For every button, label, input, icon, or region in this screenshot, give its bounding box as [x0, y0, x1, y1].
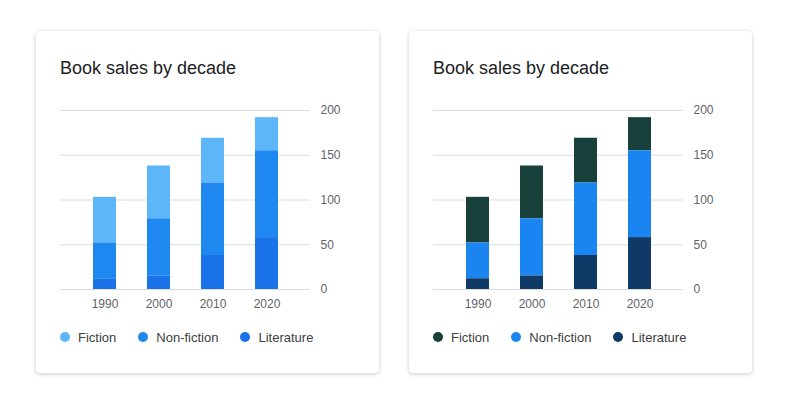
- svg-text:150: 150: [321, 148, 341, 162]
- html-text:Literature: Literature: [258, 329, 314, 345]
- html-text:Literature: Literature: [631, 329, 687, 345]
- svg-text:150: 150: [694, 148, 714, 162]
- svg-text:2010: 2010: [200, 297, 227, 311]
- svg-text:50: 50: [321, 238, 335, 252]
- html-text:Non-fiction: Non-fiction: [529, 329, 592, 345]
- html-text:Fiction: Fiction: [451, 329, 490, 345]
- svg-text:50: 50: [694, 238, 708, 252]
- svg-text:100: 100: [321, 193, 341, 207]
- svg-text:0: 0: [694, 282, 701, 296]
- svg-text:2010: 2010: [573, 297, 600, 311]
- svg-text:2020: 2020: [254, 297, 281, 311]
- svg-text:2000: 2000: [519, 297, 546, 311]
- html-text:Book sales by decade: Book sales by decade: [433, 58, 610, 78]
- html-text:Book sales by decade: Book sales by decade: [60, 58, 237, 78]
- svg-text:2000: 2000: [146, 297, 173, 311]
- svg-text:0: 0: [321, 282, 328, 296]
- html-text:Fiction: Fiction: [78, 329, 117, 345]
- svg-text:1990: 1990: [92, 297, 119, 311]
- html-text:Non-fiction: Non-fiction: [156, 329, 219, 345]
- svg-text:2020: 2020: [627, 297, 654, 311]
- svg-text:200: 200: [694, 103, 714, 117]
- svg-text:1990: 1990: [465, 297, 492, 311]
- svg-text:100: 100: [694, 193, 714, 207]
- svg-text:200: 200: [321, 103, 341, 117]
